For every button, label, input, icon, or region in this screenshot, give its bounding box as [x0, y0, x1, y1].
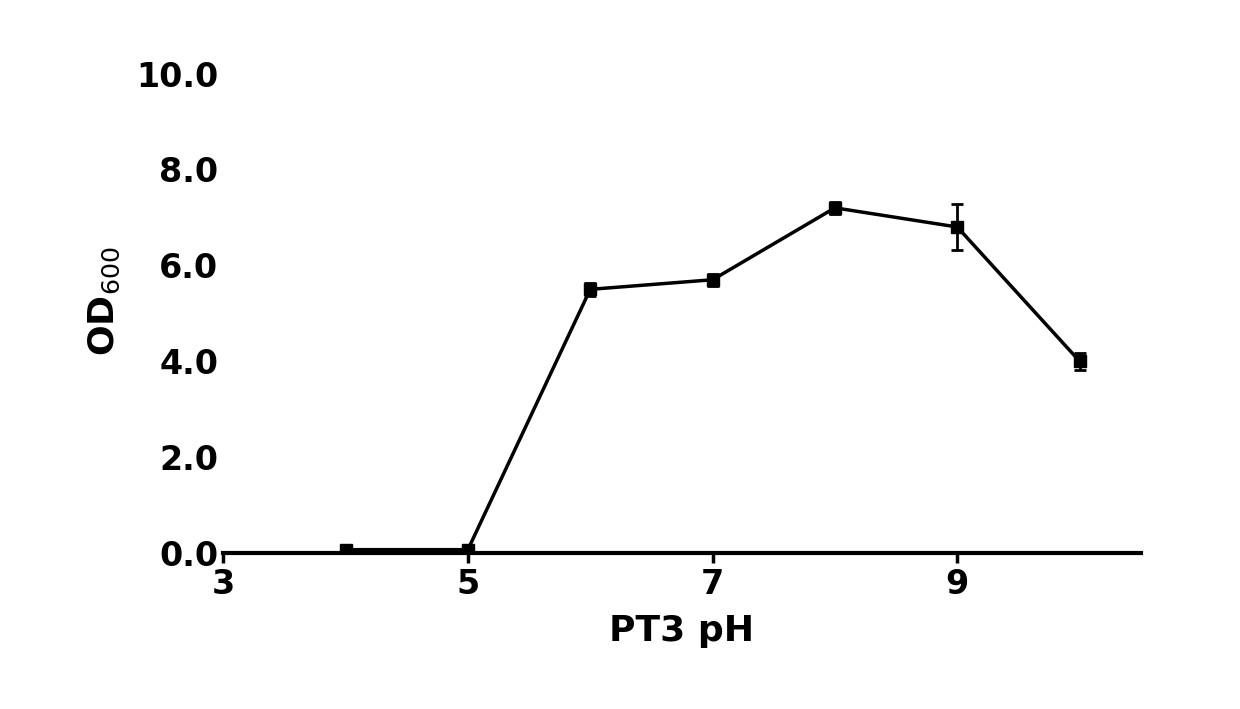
X-axis label: PT3 pH: PT3 pH [609, 615, 755, 649]
Y-axis label: OD$_{600}$: OD$_{600}$ [87, 247, 123, 356]
